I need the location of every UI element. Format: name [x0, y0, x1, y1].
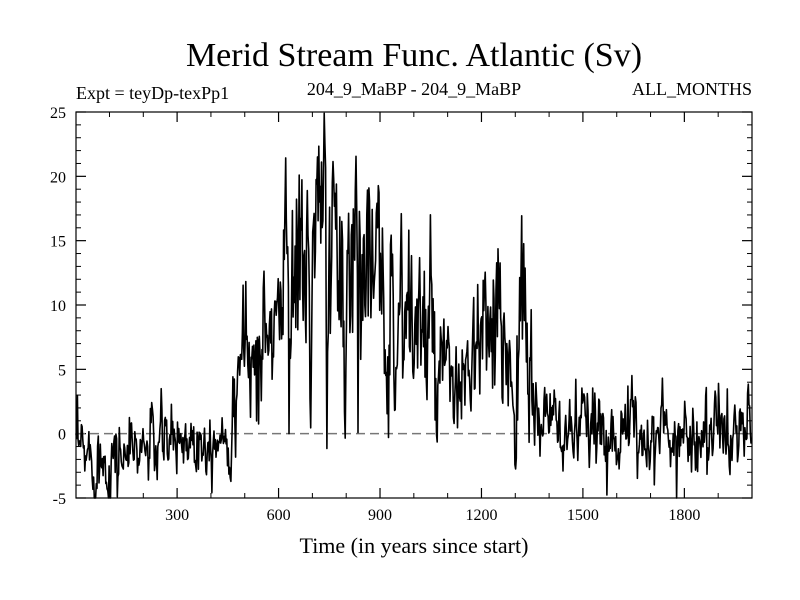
x-axis-label: Time (in years since start): [300, 533, 529, 558]
x-tick-label: 1200: [465, 507, 497, 524]
y-tick-label: 15: [50, 234, 66, 251]
x-tick-label: 1500: [567, 507, 599, 524]
plot-frame: [75, 111, 753, 499]
series-line-atlantic-overturning: [75, 112, 753, 499]
months-label: ALL_MONTHS: [632, 79, 752, 99]
x-axis: 300 600 900 1200 1500 1800: [108, 112, 719, 524]
chart-title: Merid Stream Func. Atlantic (Sv): [186, 37, 642, 74]
y-tick-label: 20: [50, 169, 66, 186]
y-tick-label: -5: [53, 491, 66, 508]
y-tick-label: 10: [50, 298, 66, 315]
x-tick-label: 900: [368, 507, 392, 524]
period-label: 204_9_MaBP - 204_9_MaBP: [307, 79, 521, 99]
y-tick-label: 0: [58, 427, 66, 444]
x-tick-label: 1800: [668, 507, 700, 524]
experiment-label: Expt = teyDp-texPp1: [76, 83, 229, 103]
y-tick-label: 25: [50, 105, 66, 122]
y-tick-label: 5: [58, 362, 66, 379]
x-tick-label: 600: [267, 507, 291, 524]
x-tick-label: 300: [165, 507, 189, 524]
